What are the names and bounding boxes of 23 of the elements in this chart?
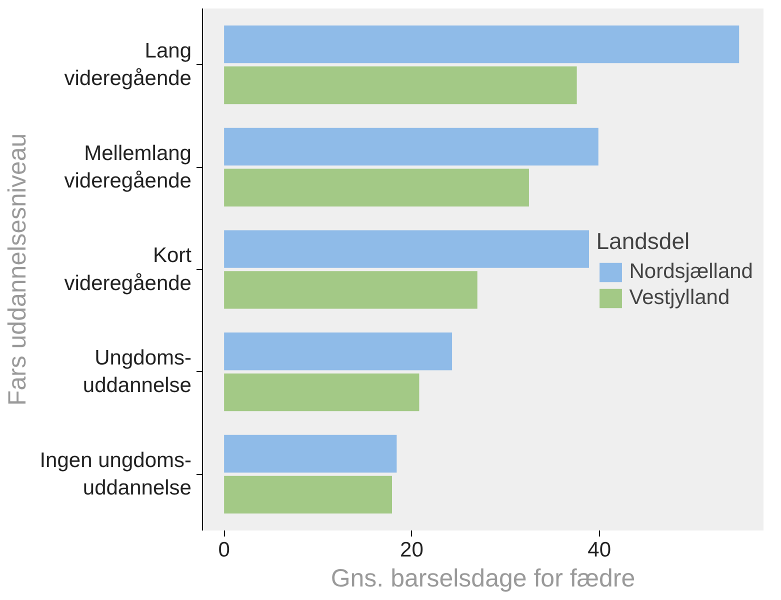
bar: [224, 373, 420, 412]
bar: [224, 332, 452, 370]
bar: [224, 434, 397, 473]
x-tick-label: 40: [588, 538, 612, 562]
y-tick-label: Kort videregående: [64, 244, 192, 295]
bar: [224, 25, 740, 64]
y-tick-label: Ungdoms- uddannelse: [82, 346, 192, 398]
bar: [224, 271, 478, 309]
bar: [224, 476, 392, 514]
bar: [224, 230, 590, 268]
x-axis-title: Gns. barselsdage for fædre: [330, 564, 636, 592]
y-axis-title: Fars uddannelsesniveau: [4, 133, 32, 406]
bar: [224, 128, 598, 166]
x-tick-label: 0: [218, 538, 230, 562]
bar: [224, 168, 529, 206]
y-tick-label: Mellemlang videregående: [64, 142, 192, 192]
y-tick-label: Ingen ungdoms- uddannelse: [40, 448, 192, 500]
bar: [224, 66, 577, 104]
x-tick-label: 20: [400, 538, 424, 562]
legend-title: Landsdel: [596, 228, 691, 255]
legend-label: Vestjylland: [629, 286, 730, 310]
legend-label: Nordsjælland: [629, 260, 753, 284]
y-tick-label: Lang videregående: [64, 39, 192, 90]
